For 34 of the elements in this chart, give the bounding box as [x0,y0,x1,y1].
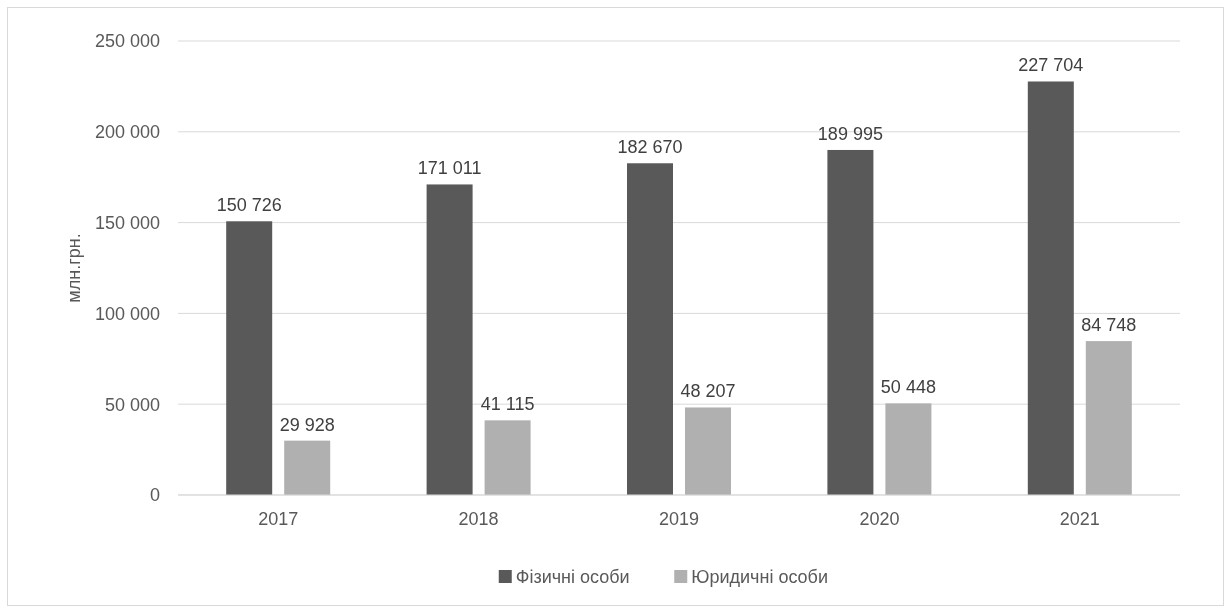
bar [1027,81,1074,495]
y-tick-label: 200 000 [94,122,160,143]
y-axis-title: млн.грн. [64,233,84,303]
bar [1085,341,1132,495]
data-label: 84 748 [1081,315,1137,336]
y-tick-label: 150 000 [94,212,160,233]
data-label: 41 115 [480,394,535,415]
data-label: 50 448 [880,377,936,398]
y-tick-label: 50 000 [104,394,160,415]
x-tick-label: 2021 [1059,509,1100,529]
bar [827,149,874,495]
bar [226,221,273,495]
data-label: 182 670 [617,137,683,158]
data-label: 48 207 [680,381,736,402]
y-tick-label: 0 [149,485,160,506]
data-label: 171 011 [417,158,482,179]
y-tick-label: 100 000 [94,303,160,324]
data-label: 189 995 [817,123,883,144]
x-tick-label: 2017 [258,509,299,529]
x-tick-label: 2018 [458,509,499,529]
x-tick-label: 2020 [859,509,900,529]
data-label: 150 726 [216,195,282,216]
bar [885,403,932,495]
legend-label: Юридичні особи [691,567,828,588]
data-label: 29 928 [279,414,335,435]
y-tick-label: 250 000 [94,31,160,52]
data-label: 227 704 [1018,55,1084,76]
bar [484,420,531,495]
bar [426,184,473,495]
bar [284,440,331,495]
bar [685,407,731,495]
legend-label: Фізичні особи [515,567,630,588]
x-tick-label: 2019 [658,509,700,529]
bar [627,163,673,495]
